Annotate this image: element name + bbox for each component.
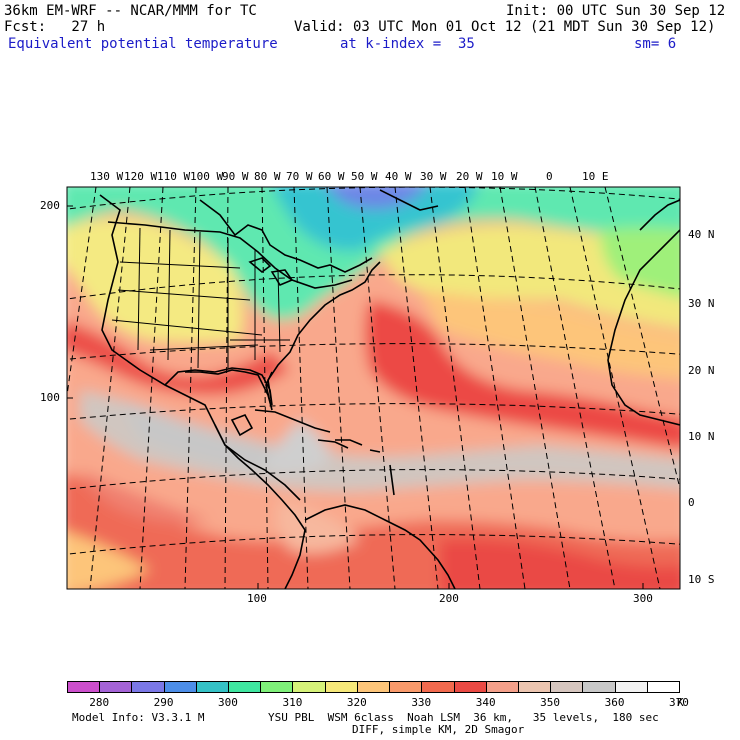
colorbar-swatch [324,681,358,693]
physics-config: YSU PBL WSM 6class Noah LSM 36 km, 35 le… [268,711,659,724]
colorbar-swatch [228,681,262,693]
grid-label-bottom-100: 100 [247,592,267,605]
k-index-level: at k-index = 35 [340,36,475,52]
model-title: 36km EM-WRF -- NCAR/MMM for TC [4,3,257,19]
grid-label-left-100: 100 [40,391,60,404]
field-name: Equivalent potential temperature [8,36,278,52]
lon-label: 10 E [582,170,609,183]
colorbar-label: 280 [89,696,110,709]
colorbar-swatch [614,681,648,693]
lon-label: 20 W [456,170,483,183]
init-time: Init: 00 UTC Sun 30 Sep 12 [506,3,726,19]
lon-label: 70 W [286,170,313,183]
colorbar-swatch [485,681,519,693]
colorbar-swatch [389,681,423,693]
colorbar-label: 360 [604,696,625,709]
colorbar-swatch [292,681,326,693]
forecast-hour: Fcst: 27 h [4,19,106,35]
colorbar-label: 290 [153,696,174,709]
colorbar-label: 350 [540,696,561,709]
colorbar-label: 300 [218,696,238,709]
lon-label: 50 W [351,170,378,183]
colorbar-swatch [646,681,680,693]
colorbar-swatch [582,681,616,693]
colorbar-swatch [453,681,487,693]
grid-label-bottom-200: 200 [439,592,459,605]
lat-label: 10 S [688,573,715,586]
colorbar-unit: K [677,696,684,709]
lon-label: 0 [546,170,553,183]
lon-label: 120 W [124,170,158,183]
lon-label: 130 W [90,170,124,183]
colorbar-swatch [163,681,197,693]
valid-time: Valid: 03 UTC Mon 01 Oct 12 (21 MDT Sun … [294,19,716,35]
colorbar-swatch [356,681,391,693]
lon-label: 80 W [254,170,281,183]
colorbar-swatch [421,681,455,693]
colorbar-swatch [517,681,552,693]
lon-label: 40 W [385,170,412,183]
colorbar-label: 340 [475,696,496,709]
lon-label: 10 W [491,170,518,183]
lat-label: 40 N [688,228,715,241]
grid-label-bottom-300: 300 [633,592,653,605]
colorbar-label: 320 [346,696,367,709]
colorbar-swatch [260,681,294,693]
lon-label: 110 W [157,170,191,183]
lat-label: 30 N [688,297,715,310]
lon-label: 90 W [222,170,249,183]
colorbar-swatch [195,681,230,693]
smoothing-value: sm= 6 [634,36,677,52]
diffusion-config: DIFF, simple KM, 2D Smagor [352,723,525,736]
colorbar-swatch [550,681,584,693]
lon-label: 100 W [190,170,224,183]
colorbar-swatch [67,681,101,693]
lon-label: 60 W [318,170,345,183]
colorbar-swatch [131,681,165,693]
colorbar-label: 310 [282,696,303,709]
colorbar-swatch [99,681,133,693]
grid-label-left-200: 200 [40,199,60,212]
lat-label: 10 N [688,430,715,443]
colorbar-label: 370 [669,696,689,709]
lon-label: 30 W [420,170,447,183]
model-info: Model Info: V3.3.1 M [72,711,205,724]
lat-label: 20 N [688,364,715,377]
colorbar-label: 330 [411,696,432,709]
lat-label: 0 [688,496,695,509]
